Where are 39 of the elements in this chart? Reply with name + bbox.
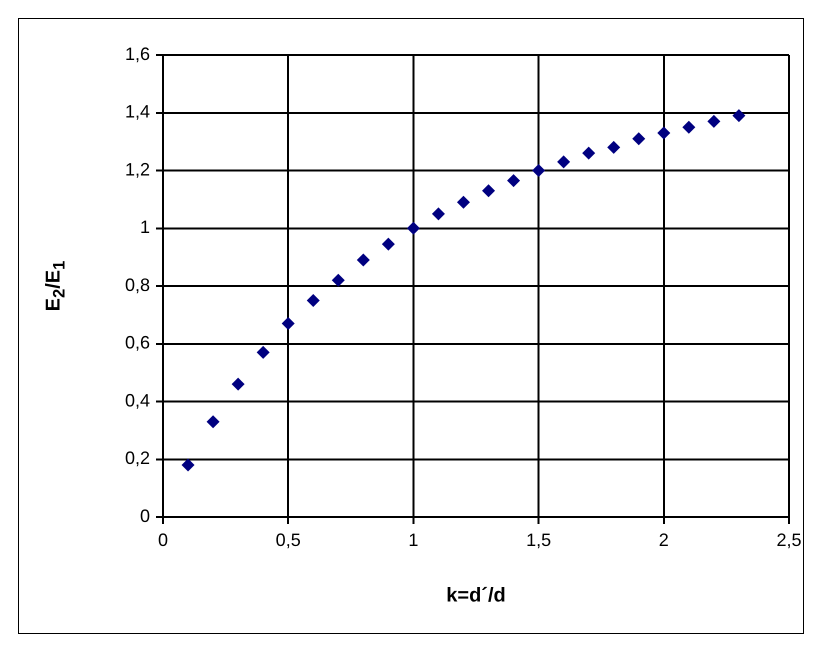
point	[607, 140, 620, 154]
point	[507, 174, 520, 188]
point	[406, 222, 420, 235]
point	[382, 238, 395, 251]
x-axis-title: k=d´/d	[446, 584, 506, 608]
point	[182, 458, 195, 472]
point	[557, 155, 570, 168]
point	[707, 114, 720, 128]
x-tick-label: 2	[658, 530, 669, 550]
point	[682, 120, 696, 134]
point	[532, 164, 546, 177]
x-tick-label: 1	[408, 530, 418, 550]
x-tick-label: 1,5	[526, 530, 552, 550]
point	[482, 184, 496, 198]
x-tick-label: 2,5	[776, 530, 802, 550]
point	[282, 317, 295, 330]
y-tick-label: 1	[140, 217, 150, 238]
y-tick-label: 1,6	[124, 44, 150, 64]
point	[456, 196, 470, 209]
y-tick-label: 0,4	[124, 390, 150, 410]
point	[732, 109, 746, 122]
y-tick-label: 0,6	[124, 332, 150, 353]
point	[256, 346, 270, 359]
x-tick-label: 0,5	[276, 530, 301, 550]
x-tick-label: 0	[158, 530, 168, 550]
y-tick-label: 0,8	[124, 274, 150, 295]
point	[657, 126, 670, 140]
y-tick-label: 1,4	[124, 102, 150, 122]
point	[582, 146, 596, 160]
y-tick-label: 0,2	[124, 448, 150, 468]
point	[206, 415, 220, 428]
point	[356, 254, 370, 267]
point	[306, 294, 320, 307]
point	[332, 274, 345, 287]
point	[232, 378, 245, 391]
point	[432, 207, 445, 220]
point	[632, 132, 646, 146]
y-tick-label: 0	[140, 506, 150, 526]
y-tick-label: 1,2	[124, 159, 150, 180]
